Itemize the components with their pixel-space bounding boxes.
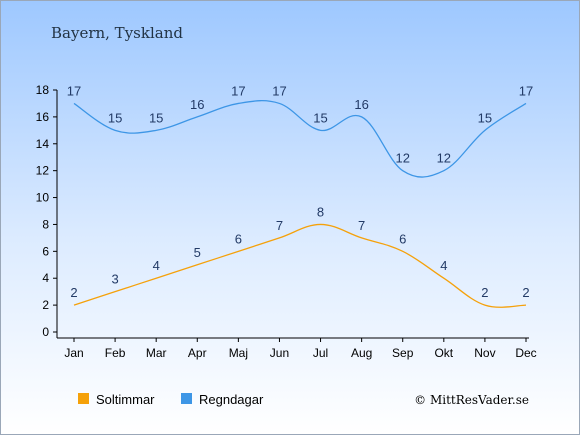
data-label-regndagar: 15 [108,110,122,125]
data-label-soltimmar: 6 [235,231,242,246]
series-line-regndagar [73,100,527,178]
chart-title: Bayern, Tyskland [51,24,183,42]
legend-label-regndagar: Regndagar [199,392,264,407]
data-label-regndagar: 16 [354,97,368,112]
legend-label-soltimmar: Soltimmar [96,392,155,407]
data-label-soltimmar: 2 [481,285,488,300]
x-tick-label: Dec [515,346,536,360]
data-label-soltimmar: 4 [153,258,160,273]
x-tick-label: Feb [105,346,126,360]
y-tick-label: 12 [36,164,50,178]
data-label-soltimmar: 3 [111,272,118,287]
x-tick-label: Okt [434,346,453,360]
x-tick-label: Jul [313,346,328,360]
data-labels: 2 3 4 5 6 7 8 7 6 4 2 2 17 15 15 16 17 17 15 16 12 12 15 17 [67,83,533,300]
data-label-regndagar: 17 [519,83,533,98]
x-tick-label: Apr [188,346,207,360]
y-tick-label: 2 [42,298,49,312]
data-label-soltimmar: 7 [276,218,283,233]
y-tick-label: 14 [36,137,50,151]
series-line-soltimmar [73,223,527,308]
y-tick-label: 10 [36,191,50,205]
y-tick-label: 0 [42,325,49,339]
axes: 0 2 4 6 8 10 12 14 16 18 Jan Feb Mar Apr Maj Jun Jul Aug S… [36,83,537,360]
legend-swatch-soltimmar [78,393,89,404]
data-label-soltimmar: 6 [399,231,406,246]
data-label-regndagar: 17 [67,83,81,98]
x-tick-label: Aug [351,346,372,360]
data-label-soltimmar: 4 [440,258,447,273]
data-label-regndagar: 15 [149,110,163,125]
data-label-soltimmar: 2 [70,285,77,300]
x-tick-label: Sep [392,346,414,360]
data-label-regndagar: 15 [478,110,492,125]
legend: Soltimmar Regndagar [78,392,264,407]
series-layer [73,100,527,308]
x-tick-label: Nov [474,346,495,360]
data-label-regndagar: 17 [272,83,286,98]
credit-text: © MittResVader.se [414,393,529,407]
data-label-regndagar: 16 [190,97,204,112]
x-tick-label: Maj [229,346,248,360]
data-label-soltimmar: 2 [522,285,529,300]
data-label-regndagar: 12 [437,151,451,166]
data-label-soltimmar: 7 [358,218,365,233]
data-label-regndagar: 12 [395,151,409,166]
data-label-regndagar: 15 [313,110,327,125]
y-tick-label: 6 [42,244,49,258]
y-tick-label: 4 [42,271,49,285]
y-tick-label: 8 [42,217,49,231]
x-tick-label: Jan [64,346,83,360]
x-tick-label: Mar [146,346,167,360]
data-label-soltimmar: 8 [317,204,324,219]
y-tick-label: 16 [36,110,50,124]
data-label-regndagar: 17 [231,83,245,98]
x-tick-label: Jun [270,346,289,360]
legend-swatch-regndagar [181,393,192,404]
data-label-soltimmar: 5 [194,245,201,260]
y-tick-label: 18 [36,83,50,97]
